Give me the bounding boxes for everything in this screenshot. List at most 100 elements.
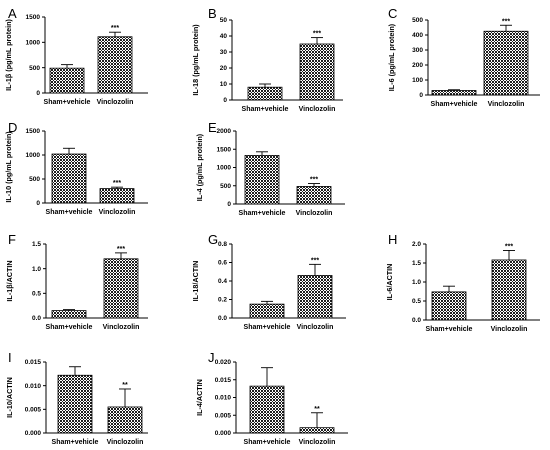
y-tick-label: 1.5 (412, 260, 421, 267)
y-tick-label: 0 (227, 201, 231, 208)
y-tick-label: 0.000 (215, 430, 232, 437)
y-tick-label: 100 (412, 77, 423, 84)
bar-vinclozolin (99, 188, 135, 204)
y-axis-title: IL-6/ACTIN (385, 264, 394, 301)
panel-f: F 0.0 0.5 1.0 1.5 IL-1β/ACTIN Sham+vehicle Vinc… (5, 232, 148, 331)
y-axis-title: IL-18 (pg/mL protein) (191, 24, 200, 96)
x-category-label: Sham+vehicle (244, 324, 291, 331)
y-axis-title: IL-10 (pg/mL protein) (4, 131, 13, 203)
y-tick-label: 0.5 (412, 298, 421, 305)
y-tick-label: 0.015 (25, 359, 42, 366)
significance-marker: *** (113, 180, 121, 187)
significance-marker: *** (311, 257, 319, 264)
y-axis-title: IL-4 (pg/mL protein) (195, 133, 204, 201)
y-tick-label: 0.2 (218, 297, 227, 304)
bar-sham-vehicle (51, 310, 87, 319)
x-category-label: Vinclozolin (107, 439, 144, 446)
panel-h: H 0.0 0.5 1.0 1.5 2.0 IL-6/ACTIN Sham+vehicle Vi… (385, 232, 540, 333)
y-tick-label: 0.6 (218, 260, 227, 267)
y-tick-label: 1.0 (412, 279, 421, 286)
y-axis-title: IL-4/ACTIN (195, 379, 204, 416)
bar-vinclozolin (107, 406, 143, 434)
panel-letter: B (208, 6, 217, 21)
bar-vinclozolin (97, 36, 133, 94)
bar-sham-vehicle (244, 155, 280, 205)
y-tick-label: 0.000 (25, 430, 42, 437)
bar-vinclozolin (297, 275, 333, 319)
significance-marker: *** (117, 246, 125, 253)
bar-sham-vehicle (431, 291, 467, 321)
y-tick-label: 0.010 (25, 383, 42, 390)
y-tick-label: 1.0 (32, 266, 41, 273)
y-tick-label: 1000 (217, 165, 232, 172)
x-category-label: Vinclozolin (299, 439, 336, 446)
y-tick-label: 0 (36, 200, 40, 207)
x-category-label: Sham+vehicle (426, 326, 473, 333)
y-axis-title: IL-1β/ACTIN (5, 260, 14, 301)
y-tick-label: 0 (419, 92, 423, 99)
bar-vinclozolin (103, 258, 139, 319)
panel-letter: C (388, 6, 397, 21)
bar-sham-vehicle (249, 385, 285, 434)
y-tick-label: 400 (412, 32, 423, 39)
y-tick-label: 1000 (26, 40, 41, 47)
y-tick-label: 0.0 (218, 315, 227, 322)
bar-vinclozolin (491, 259, 527, 321)
x-category-label: Vinclozolin (297, 324, 334, 331)
y-tick-label: 500 (220, 183, 231, 190)
bar-sham-vehicle (57, 374, 93, 434)
bar-vinclozolin (299, 43, 335, 101)
significance-marker: ** (122, 382, 128, 389)
bar-vinclozolin (299, 427, 335, 434)
x-category-label: Sham+vehicle (431, 101, 478, 108)
y-tick-label: 10 (220, 81, 228, 88)
y-tick-label: 200 (412, 62, 423, 69)
y-tick-label: 500 (29, 176, 40, 183)
x-category-label: Vinclozolin (299, 106, 336, 113)
bar-vinclozolin (296, 186, 332, 205)
y-tick-label: 0.020 (215, 359, 232, 366)
y-axis-title: IL-10/ACTIN (5, 377, 14, 418)
y-tick-label: 0.5 (32, 291, 41, 298)
x-category-label: Vinclozolin (99, 209, 136, 216)
significance-marker: *** (505, 243, 513, 250)
y-tick-label: 2000 (217, 128, 232, 135)
y-tick-label: 1.5 (32, 241, 41, 248)
y-tick-label: 1500 (217, 146, 232, 153)
x-category-label: Vinclozolin (491, 326, 528, 333)
y-tick-label: 1500 (26, 128, 41, 135)
x-category-label: Sham+vehicle (46, 324, 93, 331)
y-tick-label: 2.0 (412, 241, 421, 248)
panel-letter: D (8, 120, 17, 135)
panel-a: A 0 500 1000 1500 IL-1β (pg/mL protein) Sham+v… (4, 6, 148, 106)
x-category-label: Sham+vehicle (242, 106, 289, 113)
panel-letter: A (8, 6, 17, 21)
y-tick-label: 0.0 (412, 317, 421, 324)
panel-letter: J (208, 350, 215, 365)
y-tick-label: 0 (36, 90, 40, 97)
y-tick-label: 20 (220, 65, 228, 72)
panel-c: C 0 100 200 300 400 500 IL-6 (pg/mL protein) Sha… (387, 6, 540, 108)
panel-b: B 0 10 20 30 40 50 IL-18 (pg/mL protein) Sham+ve… (191, 6, 343, 113)
y-tick-label: 0.0 (32, 315, 41, 322)
y-axis-title: IL-1β (pg/mL protein) (4, 19, 13, 91)
panel-j: J 0.000 0.005 0.010 0.015 0.020 IL-4/ACTIN Sham… (195, 350, 348, 446)
panel-letter: F (8, 232, 16, 247)
panel-letter: G (208, 232, 218, 247)
panel-letter: H (388, 232, 397, 247)
y-tick-label: 50 (220, 17, 228, 24)
x-category-label: Sham+vehicle (239, 210, 286, 217)
x-category-label: Vinclozolin (488, 101, 525, 108)
y-axis-title: IL-18/ACTIN (191, 261, 200, 302)
significance-marker: *** (313, 31, 321, 38)
y-tick-label: 1000 (26, 152, 41, 159)
y-tick-label: 1500 (26, 14, 41, 21)
x-category-label: Sham+vehicle (44, 99, 91, 106)
y-tick-label: 0.010 (215, 395, 232, 402)
panel-d: D 0 500 1000 1500 IL-10 (pg/mL protein) Sham+v… (4, 120, 148, 216)
x-category-label: Sham+vehicle (52, 439, 99, 446)
y-tick-label: 0 (223, 97, 227, 104)
bar-sham-vehicle (49, 67, 85, 94)
y-tick-label: 40 (220, 33, 228, 40)
